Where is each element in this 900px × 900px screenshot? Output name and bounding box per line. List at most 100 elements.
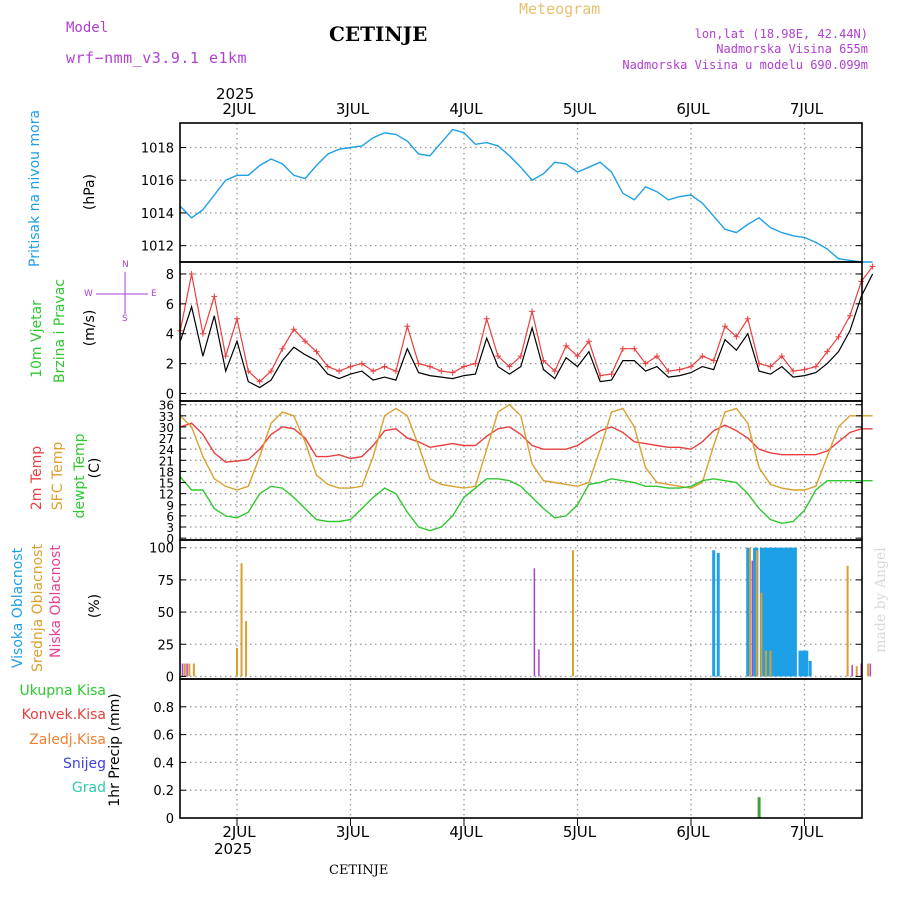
top-day-label: 3JUL [336,100,370,118]
compass-north: N [122,260,129,270]
gust-marker [801,366,808,373]
gust-marker [688,363,694,370]
gust-marker [710,357,717,364]
gust-marker [563,342,570,349]
y-tick-label: 75 [157,574,174,589]
gust-marker [529,308,536,315]
dewpt Temp-line [179,476,873,532]
y-tick-label: 3 [166,521,174,535]
cloud-bar [240,563,243,677]
gust-marker [415,360,422,367]
gust-marker [449,369,456,376]
gust-marker [585,338,592,345]
gust-marker [268,368,275,375]
model-elevation-label: Nadmorska Visina u modelu 690.099m [622,58,868,72]
cloud-bar [755,550,758,677]
gust-marker [517,353,524,360]
cloud-bar [782,547,786,677]
gust-marker [438,368,445,375]
gust-marker [756,360,763,367]
gust-marker [846,312,853,319]
cloud-bar [183,663,186,677]
gust-marker [358,360,365,367]
cloud-bar [793,547,797,677]
cloud-bar [749,547,752,677]
gust-marker [211,293,218,300]
gust-marker [461,363,467,370]
cloud-bar [784,547,788,677]
legend-graupel: Grad [71,780,106,796]
cloud-bar [181,663,184,677]
y-tick-label: 6 [166,298,174,313]
cloud-bar [753,547,757,677]
cloud-bar [751,560,754,677]
cloud-bar [533,568,536,677]
cloud-bar [869,663,872,677]
cloud-bar [771,547,775,677]
y-tick-label: 9 [166,499,174,513]
cloud-bar [768,547,772,677]
gust-marker [733,333,740,340]
product-title: Meteogram [519,0,601,18]
cloud-bar [764,650,767,677]
y-tick-label: 50 [157,606,174,621]
gust-marker [347,363,354,370]
cloud-bar [762,547,766,677]
gust-marker [676,366,683,373]
model-name: wrf−nmm_v3.9.1 e1km [66,49,248,67]
cloud-bar [764,547,768,677]
top-day-label: 2JUL [222,100,256,118]
y-tick-label: 36 [159,399,174,413]
y-tick-label: 0.4 [153,756,174,771]
series-line [179,128,873,263]
legend-freezing-rain: Zaledj.Kisa [29,732,106,748]
cloud-bar [746,547,750,677]
cloud-bar [803,650,806,677]
gust-marker [245,368,252,375]
y-tick-label: 1016 [141,174,174,189]
gust-marker [279,345,286,352]
top-axis-year: 2025 [216,85,255,103]
gust-marker [869,263,876,270]
gust-marker [495,353,502,360]
y-tick-label: 6 [166,510,174,524]
gust-marker [597,372,604,379]
y-tick-label: 0 [166,670,174,685]
cloud-bar [538,649,540,677]
gust-marker [619,345,626,352]
bottom-day-label: 7JUL [790,823,824,841]
cloud-bar [789,547,793,677]
y-tick-label: 8 [166,268,174,283]
cloud-bar [846,565,849,677]
cloud-bar [760,592,763,677]
top-day-label: 5JUL [563,100,597,118]
gust-marker [392,368,399,375]
gust-marker [506,363,513,370]
speed-line [179,273,874,389]
cloud-bar [780,547,784,677]
gust-marker [313,348,320,355]
station-title: CETINJE [329,22,428,46]
gust-marker [472,360,479,367]
compass-south: S [122,314,128,324]
y-tick-label: 1014 [141,207,174,222]
cloud-bar [192,663,195,677]
cloud-bar [851,664,853,677]
y-tick-label: 18 [159,465,174,479]
y-tick-label: 0 [166,532,174,546]
y-tick-label: 0 [166,812,174,827]
panel-frame [179,539,863,680]
top-day-label: 6JUL [676,100,710,118]
panel-frame [179,678,863,819]
y-tick-label: 33 [159,410,174,424]
gust-marker [234,315,240,322]
gust-marker [188,270,195,277]
lonlat-label: lon,lat (18.98E, 42.44N) [694,27,868,41]
top-day-label: 4JUL [449,100,483,118]
panel-frame [179,261,863,402]
y-tick-label: 25 [157,638,174,653]
gust-marker [744,315,751,322]
cloud-bar [775,547,779,677]
gust-marker [824,348,831,355]
cloud-bar [769,650,772,677]
